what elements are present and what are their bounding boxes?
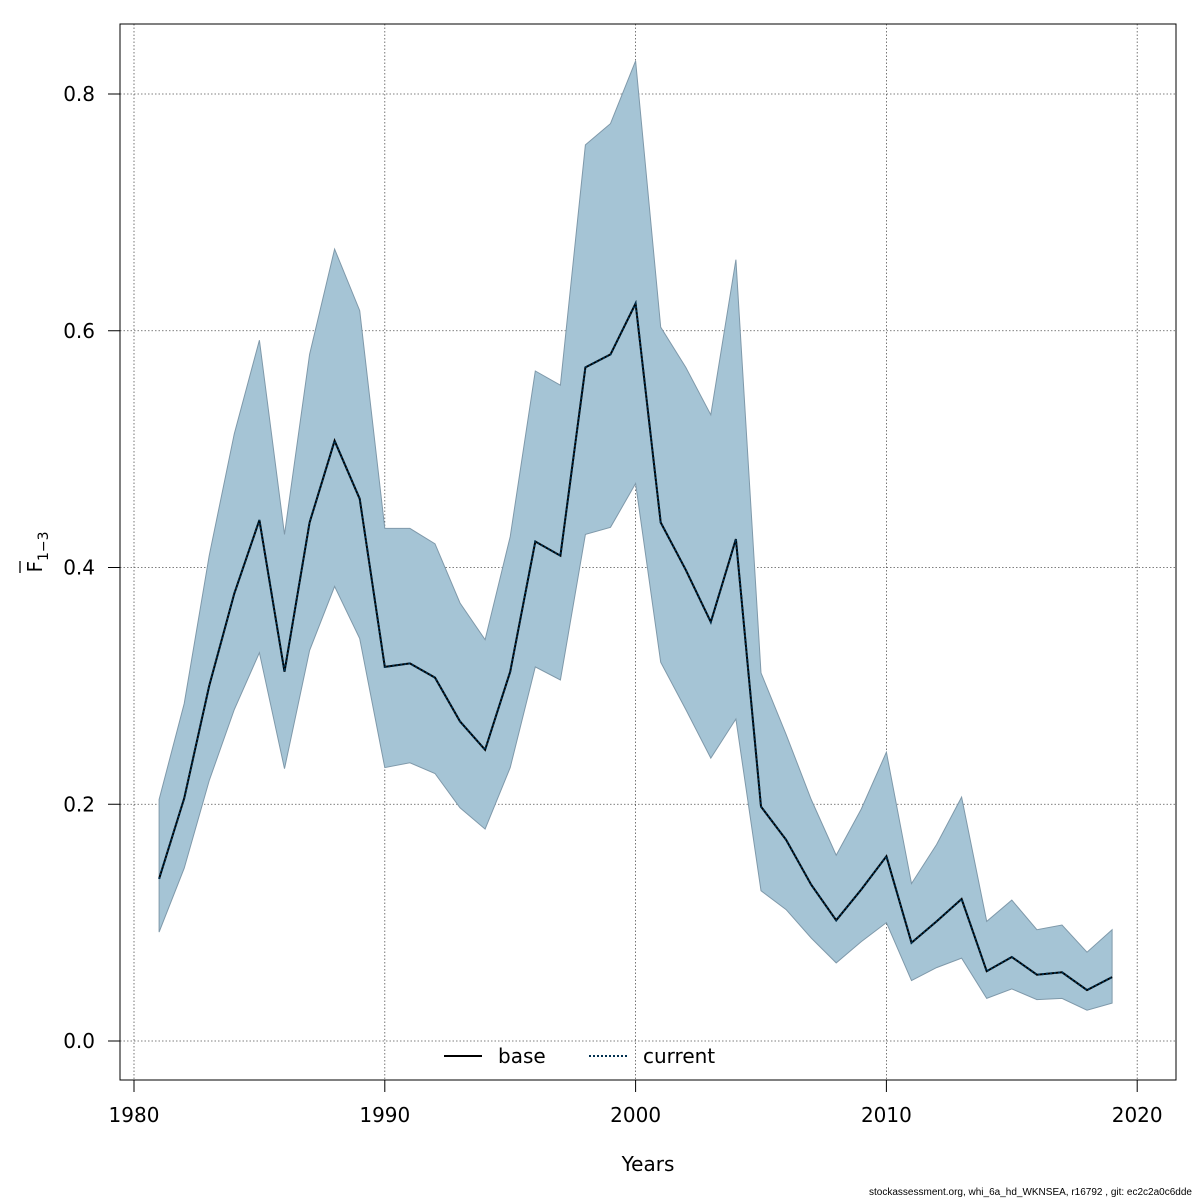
y-tick-label: 0.0 xyxy=(63,1029,95,1053)
legend-label-current: current xyxy=(643,1044,715,1068)
y-axis-label-main: F xyxy=(23,561,47,573)
x-tick-label: 1990 xyxy=(359,1103,410,1127)
x-tick-label: 2020 xyxy=(1112,1103,1163,1127)
legend: base current xyxy=(444,1044,715,1068)
y-axis-label: F1−3 xyxy=(19,531,52,573)
y-axis-label-subscript: 1−3 xyxy=(36,531,52,561)
y-tick-label: 0.2 xyxy=(63,792,95,816)
y-tick-label: 0.8 xyxy=(63,82,95,106)
y-tick-label: 0.4 xyxy=(63,556,95,580)
x-tick-label: 2000 xyxy=(610,1103,661,1127)
x-axis-label: Years xyxy=(621,1152,675,1176)
y-axis-label-text: F1−3 xyxy=(23,531,52,572)
x-tick-label: 1980 xyxy=(109,1103,160,1127)
axes: 1980 1990 2000 2010 2020 0.0 0.2 0.4 0.6 0.8 xyxy=(63,82,1162,1127)
series-lines-layer xyxy=(158,300,1113,992)
confidence-band xyxy=(158,60,1113,1011)
confidence-band-layer xyxy=(158,60,1113,1011)
series-line-current xyxy=(158,300,1113,992)
legend-label-base: base xyxy=(498,1044,546,1068)
x-tick-label: 2010 xyxy=(861,1103,912,1127)
footer-note: stockassessment.org, whi_6a_hd_WKNSEA, r… xyxy=(869,1187,1192,1198)
y-tick-label: 0.6 xyxy=(63,319,95,343)
